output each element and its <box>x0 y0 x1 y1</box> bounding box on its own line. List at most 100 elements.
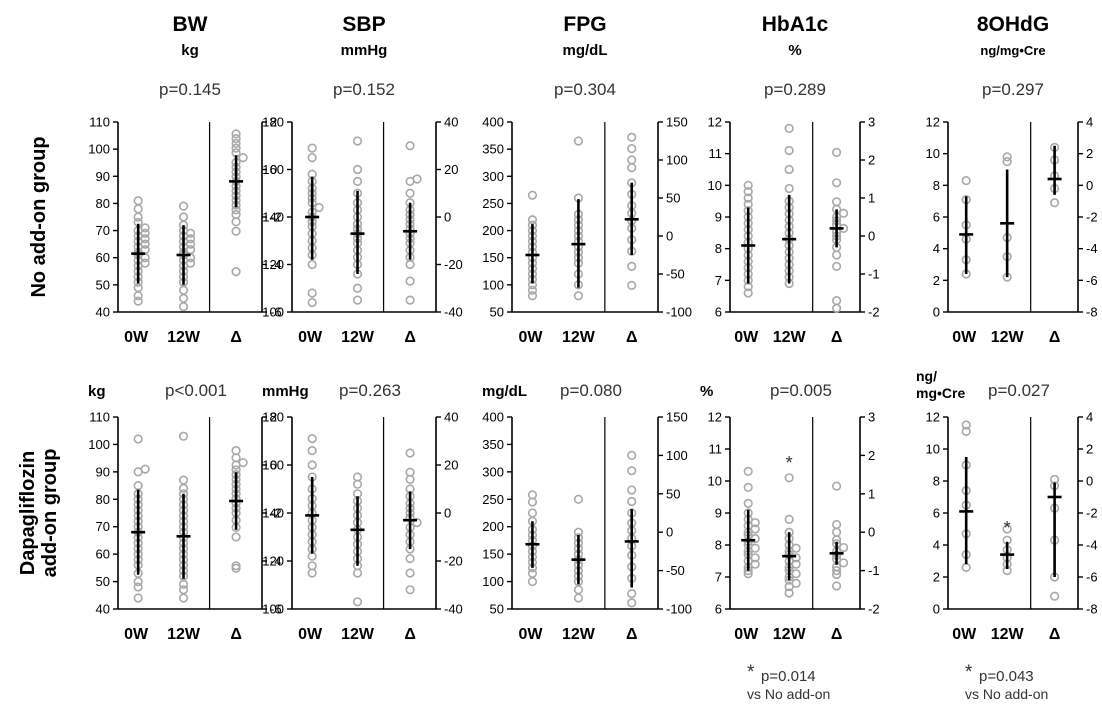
data-point <box>231 143 241 153</box>
row-labels: No add-on group Dapagliflozin add-on group <box>17 136 61 577</box>
data-point <box>743 498 753 509</box>
left-tick-label: 80 <box>96 492 110 507</box>
data-point <box>527 190 538 200</box>
footnote-star-0: * <box>747 662 755 683</box>
left-tick-label: 150 <box>482 547 504 562</box>
data-point <box>133 282 143 293</box>
series-delta: Δ <box>1047 474 1062 643</box>
right-tick-label: -8 <box>1086 602 1098 617</box>
p-value-bottom-fpg: p=0.080 <box>560 381 622 400</box>
data-point <box>1049 198 1060 208</box>
left-tick-label: 8 <box>715 241 722 256</box>
data-point <box>405 141 415 151</box>
data-point <box>178 585 189 595</box>
right-tick-label: 2 <box>270 410 277 425</box>
data-point <box>784 183 794 194</box>
data-point <box>133 296 143 306</box>
data-point <box>784 164 794 175</box>
measure-unit-sbp: mmHg <box>341 42 388 59</box>
data-point <box>831 581 842 591</box>
series-12w: 12W <box>562 494 596 643</box>
data-point <box>352 472 363 482</box>
right-tick-label: 0 <box>666 525 673 540</box>
data-point <box>1002 156 1012 167</box>
right-tick-label: -4 <box>270 554 282 569</box>
left-tick-label: 50 <box>96 277 110 292</box>
data-point <box>627 155 637 165</box>
data-point <box>405 276 415 286</box>
right-tick-label: -1 <box>868 267 880 282</box>
left-tick-label: 12 <box>926 410 940 425</box>
left-tick-label: 4 <box>933 538 940 553</box>
data-point <box>231 267 241 277</box>
left-tick-label: 6 <box>933 506 940 521</box>
x-label-delta: Δ <box>1049 626 1061 643</box>
series-delta: Δ <box>403 448 422 643</box>
data-point <box>831 147 842 157</box>
measure-title-hba1c: HbA1c <box>762 13 829 36</box>
left-tick-label: 7 <box>715 570 722 585</box>
x-label-12w: 12W <box>562 329 596 346</box>
p-value-top-sbp: p=0.152 <box>333 80 395 99</box>
right-tick-label: 0 <box>1086 474 1093 489</box>
right-tick-label: -6 <box>1086 570 1098 585</box>
data-point <box>231 138 241 148</box>
right-tick-label: 150 <box>666 115 688 130</box>
data-point <box>573 291 584 301</box>
data-point <box>178 431 189 441</box>
right-tick-label: 20 <box>444 458 458 473</box>
data-point <box>573 494 584 504</box>
left-tick-label: 6 <box>933 210 940 225</box>
x-label-0w: 0W <box>298 329 323 346</box>
data-point <box>178 301 189 312</box>
p-value-top-fpg: p=0.304 <box>554 80 616 99</box>
panel-no-add-on-fpg: 50 100 150 200 250 300 350 400 -100 -50 0 50 100 150 0… <box>482 115 692 347</box>
row2-unit-8ohdg-line-0: ng/ <box>916 368 937 384</box>
x-label-delta: Δ <box>230 329 242 346</box>
x-label-12w: 12W <box>341 626 375 643</box>
left-tick-label: 80 <box>96 196 110 211</box>
data-point <box>307 259 317 270</box>
data-point <box>352 597 363 607</box>
data-point <box>784 145 794 156</box>
data-point <box>1002 152 1012 162</box>
row2-unit-hba1c: % <box>700 383 713 400</box>
footnote-p-1: p=0.043 <box>979 668 1034 685</box>
data-point <box>961 562 971 573</box>
left-tick-label: 10 <box>708 474 722 489</box>
series-0w: 0W <box>298 434 323 643</box>
data-point <box>627 132 637 142</box>
data-point <box>133 582 143 592</box>
right-tick-label: -50 <box>666 563 685 578</box>
right-tick-label: -2 <box>270 506 282 521</box>
left-tick-label: 10 <box>926 146 940 161</box>
data-point <box>307 153 317 163</box>
series-12w: 12W <box>341 472 375 643</box>
right-tick-label: 100 <box>666 448 688 463</box>
left-tick-label: 400 <box>482 115 504 130</box>
data-point <box>1049 591 1060 601</box>
panel-dapagliflozin-bw: 40 50 60 70 80 90 100 110 -6 -4 -2 0 2 0W 12W Δ <box>88 410 281 644</box>
left-tick-label: 2 <box>933 273 940 288</box>
measure-title-bw: BW <box>173 13 208 36</box>
data-point <box>627 598 637 608</box>
data-point <box>178 475 189 485</box>
data-point <box>627 485 637 495</box>
series-12w: 12W <box>773 123 806 346</box>
data-point <box>743 187 753 197</box>
right-tick-label: -40 <box>444 602 463 617</box>
left-tick-label: 250 <box>482 492 504 507</box>
right-tick-label: 0 <box>1086 178 1093 193</box>
data-point <box>352 283 363 293</box>
right-tick-label: -20 <box>444 554 463 569</box>
data-point <box>231 129 241 139</box>
measure-unit-8ohdg: ng/mg•Cre <box>980 43 1045 58</box>
x-label-0w: 0W <box>518 626 543 643</box>
right-tick-label: 40 <box>444 115 458 130</box>
left-tick-label: 100 <box>262 602 284 617</box>
data-point <box>573 593 584 603</box>
